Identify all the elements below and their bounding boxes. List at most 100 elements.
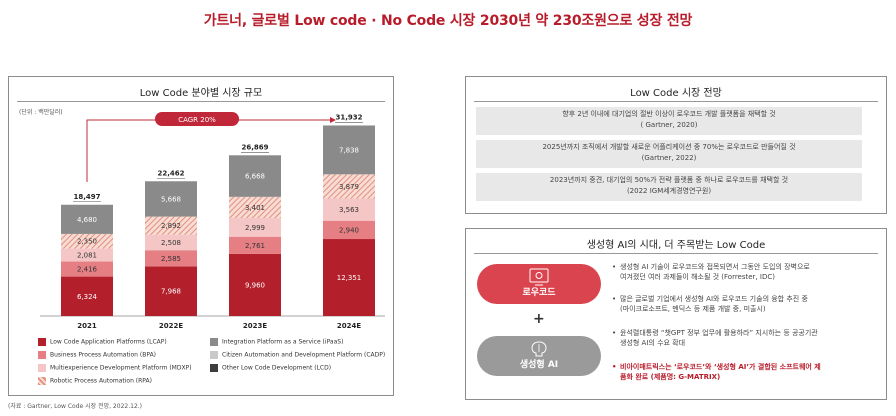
bar-segment bbox=[323, 198, 375, 221]
total-label: 18,497 bbox=[73, 193, 100, 201]
total-label: 26,869 bbox=[241, 143, 268, 151]
data-label: 9,960 bbox=[245, 281, 265, 289]
plus-sign: + bbox=[533, 311, 545, 327]
bar-segment bbox=[323, 220, 375, 240]
bar-segment bbox=[145, 216, 197, 235]
data-label: 3,563 bbox=[339, 206, 359, 214]
bar-segment bbox=[323, 174, 375, 199]
total-label: 22,462 bbox=[157, 169, 184, 177]
brain-icon bbox=[531, 341, 547, 357]
legend-item-rpa: Robotic Process Automation (RPA) bbox=[38, 377, 152, 385]
outlook-text: 2025년까지 조직에서 개발할 새로운 어플리케이션 중 70%는 로우코드로… bbox=[542, 143, 796, 151]
genai-bullet: • 생성형 AI 기술이 로우코드와 접목되면서 그동안 도입의 장벽으로 여겨… bbox=[612, 262, 882, 282]
legend-item-lcap: Low Code Application Platforms (LCAP) bbox=[38, 338, 167, 346]
legend-swatch bbox=[210, 351, 218, 359]
legend-item-mdxp: Multiexperience Development Platform (MD… bbox=[38, 364, 192, 372]
outlook-panel: Low Code 시장 전망 향후 2년 이내에 대기업의 절반 이상이 로우코… bbox=[465, 76, 887, 214]
panel-divider bbox=[17, 101, 385, 102]
genai-bullet: • 많은 글로벌 기업에서 생성형 AI와 로우코드 기술의 융합 추진 중 (… bbox=[612, 294, 882, 314]
legend-item-ipaas: Integration Platform as a Service (iPaaS… bbox=[210, 338, 343, 346]
lowcode-pill-label: 로우코드 bbox=[522, 288, 556, 298]
genai-pill: 생성형 AI bbox=[477, 336, 601, 376]
outlook-row: 향후 2년 이내에 대기업의 절반 이상이 로우코드 개발 플랫폼을 채택할 것… bbox=[476, 107, 862, 135]
lowcode-pill: 로우코드 bbox=[477, 264, 601, 304]
legend-swatch bbox=[38, 377, 46, 385]
bar-segment bbox=[229, 218, 281, 237]
bar-segment bbox=[323, 125, 375, 175]
genai-bullet-highlight: • 비아이매트릭스는 ‘로우코드’와 ‘생성형 AI’가 결합된 소프트웨어 제… bbox=[612, 362, 882, 382]
data-label: 2,416 bbox=[77, 266, 98, 274]
legend-swatch bbox=[210, 364, 218, 372]
panel-divider bbox=[474, 253, 878, 254]
category-label: 2022E bbox=[159, 322, 183, 330]
bar-segment bbox=[61, 233, 113, 249]
outlook-row: 2023년까지 중견, 대기업의 50%가 전략 플랫폼 중 하나로 로우코드를… bbox=[476, 173, 862, 201]
data-label: 2,508 bbox=[161, 239, 181, 247]
bullet-line: 윤석렬대통령 “챗GPT 정부 업무에 활용하라” 지시하는 등 공공기관 bbox=[620, 329, 818, 337]
unit-label: (단위 : 백만달러) bbox=[19, 109, 63, 116]
bar-segment bbox=[229, 155, 281, 197]
genai-bullet: • 윤석렬대통령 “챗GPT 정부 업무에 활용하라” 지시하는 등 공공기관 … bbox=[612, 328, 882, 348]
category-label: 2024E bbox=[337, 322, 361, 330]
data-label: 2,940 bbox=[339, 226, 359, 234]
bar-segment bbox=[145, 266, 197, 316]
legend-label: Multiexperience Development Platform (MD… bbox=[50, 364, 192, 372]
bar-segment bbox=[229, 196, 281, 219]
bar-segment bbox=[61, 261, 113, 277]
data-label: 2,892 bbox=[161, 222, 181, 230]
bar-segment bbox=[145, 250, 197, 267]
bar-segment bbox=[323, 239, 375, 316]
outlook-title: Low Code 시장 전망 bbox=[630, 88, 722, 99]
bar-segment bbox=[61, 204, 113, 234]
total-label: 31,932 bbox=[335, 113, 362, 121]
data-label: 7,838 bbox=[339, 146, 359, 154]
outlook-source: ( Gartner, 2020) bbox=[640, 121, 698, 129]
legend-label: Citizen Automation and Development Platf… bbox=[222, 351, 386, 359]
cagr-label: CAGR 20% bbox=[178, 116, 216, 124]
legend-label: Low Code Application Platforms (LCAP) bbox=[50, 338, 167, 346]
data-label: 6,324 bbox=[77, 293, 98, 301]
bar-segment bbox=[229, 253, 281, 316]
bullet-dot: • bbox=[612, 363, 617, 371]
legend-label: Integration Platform as a Service (iPaaS… bbox=[222, 338, 344, 346]
outlook-text: 향후 2년 이내에 대기업의 절반 이상이 로우코드 개발 플랫폼을 채택할 것 bbox=[562, 110, 776, 118]
genai-pill-label: 생성형 AI bbox=[519, 360, 559, 370]
legend-swatch bbox=[210, 338, 218, 346]
bullet-line: 여겨졌던 여러 과제들이 해소될 것 (Forrester, IDC) bbox=[620, 273, 775, 281]
data-label: 2,761 bbox=[245, 242, 265, 250]
legend-label: Robotic Process Automation (RPA) bbox=[50, 377, 152, 385]
cagr-badge bbox=[155, 112, 239, 126]
bullet-line: 생성형 AI 기술이 로우코드와 접목되면서 그동안 도입의 장벽으로 bbox=[620, 263, 810, 271]
outlook-source: (2022 IGM세계경영연구원) bbox=[626, 187, 712, 195]
outlook-source: (Gartner, 2022) bbox=[641, 154, 697, 162]
bullet-line: 생성형 AI의 수요 확대 bbox=[620, 339, 686, 347]
data-label: 7,968 bbox=[161, 288, 181, 296]
bullet-line: 많은 글로벌 기업에서 생성형 AI와 로우코드 기술의 융합 추진 중 bbox=[620, 295, 808, 303]
bar-segment bbox=[61, 276, 113, 316]
bullet-dot: • bbox=[612, 263, 617, 271]
panel-divider bbox=[474, 101, 878, 102]
category-label: 2023E bbox=[243, 322, 267, 330]
bar-segment bbox=[145, 181, 197, 217]
bullet-dot: • bbox=[612, 295, 617, 303]
category-label: 2021 bbox=[77, 322, 97, 330]
data-label: 6,668 bbox=[245, 173, 265, 181]
page-title: 가트너, 글로벌 Low code · No Code 시장 2030년 약 2… bbox=[203, 13, 693, 29]
platform-icon bbox=[529, 268, 549, 286]
data-label: 2,081 bbox=[77, 252, 97, 260]
legend-item-lcd: Other Low Code Development (LCD) bbox=[210, 364, 331, 372]
data-label: 3,401 bbox=[245, 204, 265, 212]
legend-item-cadp: Citizen Automation and Development Platf… bbox=[210, 351, 385, 359]
bullet-dot: • bbox=[612, 329, 617, 337]
legend-item-bpa: Business Process Automation (BPA) bbox=[38, 351, 156, 359]
legend-swatch bbox=[38, 338, 46, 346]
bar-segment bbox=[61, 248, 113, 262]
data-label: 5,668 bbox=[161, 195, 181, 203]
legend-swatch bbox=[38, 364, 46, 372]
data-label: 12,351 bbox=[337, 274, 362, 282]
legend-label: Other Low Code Development (LCD) bbox=[222, 364, 332, 372]
data-label: 2,999 bbox=[245, 224, 265, 232]
bar-segment bbox=[145, 234, 197, 251]
outlook-text: 2023년까지 중견, 대기업의 50%가 전략 플랫폼 중 하나로 로우코드를… bbox=[549, 176, 789, 184]
